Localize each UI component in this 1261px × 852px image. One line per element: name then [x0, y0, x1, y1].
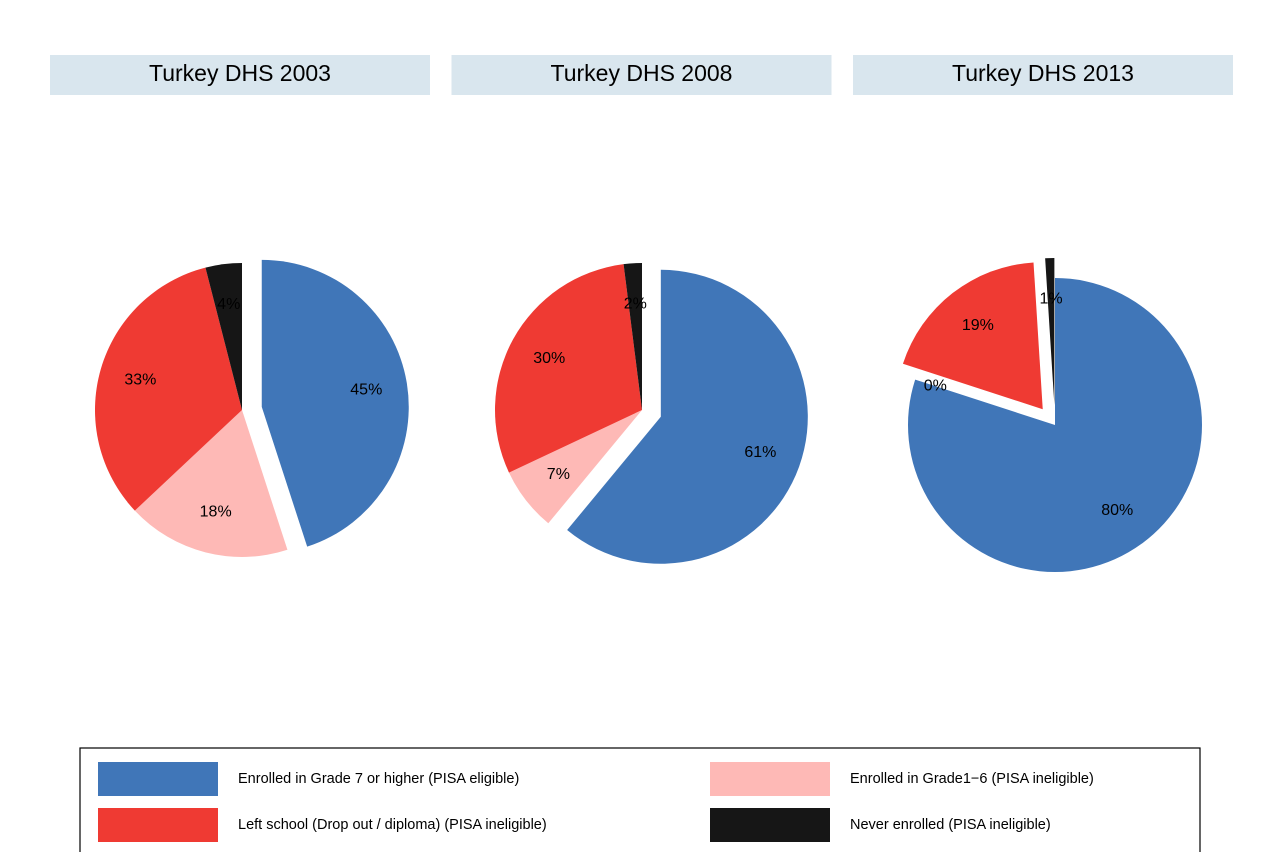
- pie-slice: [508, 410, 642, 524]
- value-label: 1%: [1039, 290, 1062, 307]
- legend-swatch: [98, 762, 218, 796]
- legend-label: Enrolled in Grade1−6 (PISA ineligible): [850, 771, 1094, 787]
- value-label: 7%: [547, 466, 570, 483]
- value-label: 61%: [744, 444, 776, 461]
- value-label: 33%: [124, 372, 156, 389]
- pie-slice: [908, 278, 1202, 572]
- pie-slice: [567, 269, 808, 564]
- legend-swatch: [98, 808, 218, 842]
- value-label: 2%: [624, 296, 647, 313]
- value-label: 19%: [962, 317, 994, 334]
- pie-slice: [134, 410, 288, 557]
- legend-label: Enrolled in Grade 7 or higher (PISA elig…: [238, 771, 519, 787]
- title-box: [853, 55, 1233, 95]
- pie-title: Turkey DHS 2008: [551, 60, 733, 86]
- pie-slice: [95, 267, 242, 511]
- pie-title: Turkey DHS 2003: [149, 60, 331, 86]
- value-label: 18%: [200, 504, 232, 521]
- value-label: 0%: [924, 377, 947, 394]
- value-label: 80%: [1101, 502, 1133, 519]
- legend-swatch: [710, 808, 830, 842]
- value-label: 4%: [217, 296, 240, 313]
- pie-slice: [623, 263, 642, 410]
- value-label: 30%: [533, 350, 565, 367]
- pie-slice: [495, 264, 642, 473]
- legend-label: Left school (Drop out / diploma) (PISA i…: [238, 817, 547, 833]
- title-box: [451, 55, 832, 95]
- legend-box: [79, 747, 1201, 852]
- legend-swatch: [710, 762, 830, 796]
- title-box: [50, 55, 430, 95]
- pie-slice: [1045, 258, 1055, 406]
- value-label: 45%: [350, 382, 382, 399]
- pie-slice: [902, 262, 1043, 410]
- pie-title: Turkey DHS 2013: [952, 60, 1134, 86]
- legend-label: Never enrolled (PISA ineligible): [850, 817, 1051, 833]
- pie-slice: [261, 259, 409, 547]
- pie-slice: [205, 263, 242, 410]
